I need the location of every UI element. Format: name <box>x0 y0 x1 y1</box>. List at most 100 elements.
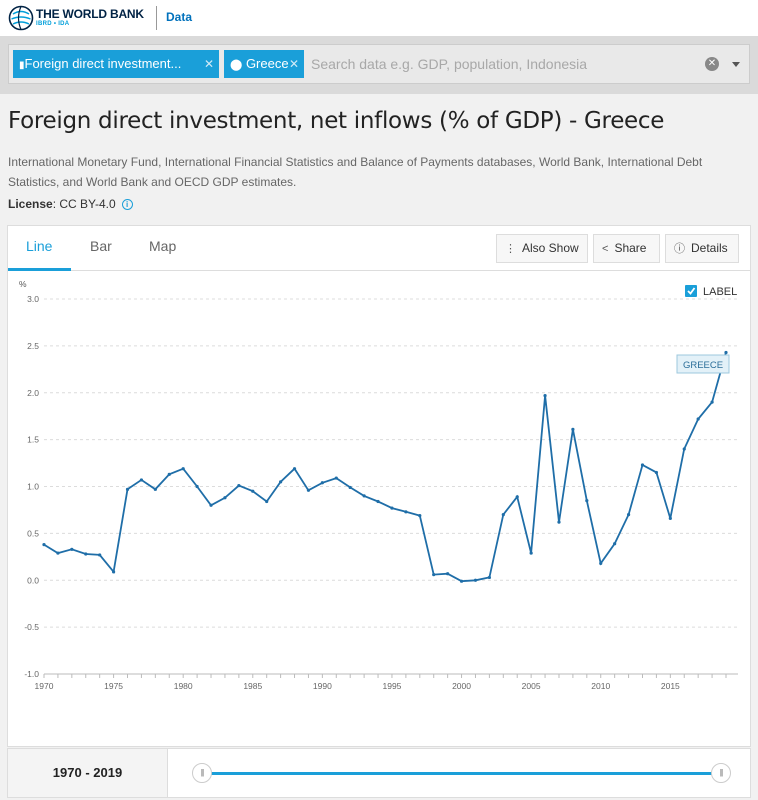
data-point[interactable] <box>529 551 533 555</box>
license-value: : CC BY-4.0 <box>52 197 116 211</box>
data-point[interactable] <box>223 496 227 500</box>
data-point[interactable] <box>125 487 130 491</box>
indicator-chip[interactable]: ▮Foreign direct investment... ✕ <box>13 50 219 78</box>
data-point[interactable] <box>418 513 422 518</box>
data-point[interactable] <box>543 393 547 398</box>
data-point[interactable] <box>306 488 311 492</box>
label-toggle[interactable]: LABEL <box>685 285 737 298</box>
x-tick-label: 2000 <box>452 681 471 691</box>
country-chip[interactable]: ⬤ Greece ✕ <box>224 50 304 78</box>
logo-title[interactable]: THE WORLD BANK <box>36 7 144 21</box>
y-tick-label: 1.5 <box>27 435 39 445</box>
x-tick-label: 2005 <box>522 681 541 691</box>
data-point[interactable] <box>599 561 603 565</box>
location-pin-icon: ⬤ <box>230 59 243 71</box>
x-tick-label: 1975 <box>104 681 123 691</box>
data-point[interactable] <box>209 503 213 507</box>
data-point[interactable] <box>696 417 700 421</box>
tab-line[interactable]: Line <box>26 238 53 254</box>
data-point[interactable] <box>42 543 46 547</box>
tab-bar[interactable]: Bar <box>90 238 112 254</box>
data-point[interactable] <box>292 467 297 471</box>
series-line-greece <box>43 352 727 583</box>
range-end-handle[interactable]: ||| <box>711 763 731 783</box>
x-tick-label: 2010 <box>591 681 610 691</box>
data-link[interactable]: Data <box>166 10 193 24</box>
chart-tabs: Line Bar Map ⋮ Also Show < Share ⓘ Details <box>8 226 750 271</box>
data-point[interactable] <box>724 350 728 355</box>
chip-remove-icon[interactable]: ✕ <box>288 57 299 71</box>
data-point[interactable] <box>362 494 366 498</box>
data-point[interactable] <box>84 552 88 556</box>
data-point[interactable] <box>265 499 269 504</box>
data-point[interactable] <box>682 447 686 451</box>
dropdown-caret-icon[interactable] <box>732 62 740 67</box>
search-input[interactable] <box>311 53 691 75</box>
range-slider-track[interactable] <box>203 772 723 775</box>
data-point[interactable] <box>320 481 324 485</box>
details-button[interactable]: ⓘ Details <box>665 234 739 263</box>
data-point[interactable] <box>515 495 519 499</box>
line-chart: -1.0 -0.5 0.0 0.5 1.0 1.5 2.0 2.5 3.0% 1970 1975 19… <box>19 279 738 691</box>
data-point[interactable] <box>251 489 255 493</box>
license-line: License: CC BY-4.0 i <box>8 197 133 211</box>
data-point[interactable] <box>98 553 102 557</box>
tab-map[interactable]: Map <box>149 238 177 254</box>
data-point[interactable] <box>167 472 171 476</box>
data-point[interactable] <box>640 463 645 467</box>
chip-remove-icon[interactable]: ✕ <box>203 57 214 71</box>
source-text: International Monetary Fund, Internation… <box>8 155 703 189</box>
data-point[interactable] <box>390 506 394 510</box>
data-point[interactable] <box>654 470 659 475</box>
x-tick-label: 1985 <box>243 681 262 691</box>
data-point[interactable] <box>56 551 60 555</box>
license-label: License <box>8 197 53 211</box>
series-label-box: GREECE <box>676 354 730 374</box>
search-box[interactable]: ▮Foreign direct investment... ✕ ⬤ Greece… <box>8 44 750 84</box>
data-point[interactable] <box>613 542 617 546</box>
data-point[interactable] <box>446 572 450 576</box>
data-point[interactable] <box>626 513 631 517</box>
data-point[interactable] <box>376 499 380 504</box>
data-point[interactable] <box>334 476 338 480</box>
info-icon[interactable]: i <box>121 199 133 211</box>
data-point[interactable] <box>181 467 185 471</box>
data-point[interactable] <box>111 570 116 574</box>
clear-search-icon[interactable]: ✕ <box>705 57 719 71</box>
data-point[interactable] <box>557 520 561 524</box>
also-show-button[interactable]: ⋮ Also Show <box>496 234 588 263</box>
data-point[interactable] <box>195 484 199 489</box>
data-point[interactable] <box>139 478 144 482</box>
x-tick-label: 1970 <box>35 681 54 691</box>
active-tab-indicator <box>8 268 71 271</box>
data-point[interactable] <box>585 498 589 503</box>
data-point[interactable] <box>279 480 283 484</box>
data-point[interactable] <box>348 485 352 490</box>
world-bank-logo-icon[interactable] <box>8 5 34 31</box>
search-band: ▮Foreign direct investment... ✕ ⬤ Greece… <box>0 36 758 94</box>
data-point[interactable] <box>501 513 505 517</box>
x-tick-label: 2015 <box>661 681 680 691</box>
share-button[interactable]: < Share <box>593 234 660 263</box>
label-checkbox[interactable] <box>685 285 697 297</box>
top-bar: THE WORLD BANK IBRD • IDA Data <box>0 0 758 36</box>
data-point[interactable] <box>473 578 478 582</box>
x-tick-label: 1980 <box>174 681 193 691</box>
data-point[interactable] <box>459 579 464 583</box>
header-divider <box>156 6 157 30</box>
data-point[interactable] <box>668 516 672 520</box>
indicator-chip-label: Foreign direct investment... <box>24 56 182 71</box>
data-point[interactable] <box>571 427 575 431</box>
bar-chart-icon: ▮ <box>19 60 25 71</box>
data-point[interactable] <box>153 487 157 491</box>
also-show-label: Also Show <box>522 241 579 255</box>
data-point[interactable] <box>237 483 241 488</box>
data-point[interactable] <box>432 573 436 577</box>
data-point[interactable] <box>487 575 491 580</box>
data-point[interactable] <box>70 547 74 551</box>
data-point[interactable] <box>710 400 714 404</box>
y-tick-label: -0.5 <box>24 622 39 632</box>
logo-subtitle: IBRD • IDA <box>36 21 70 27</box>
data-point[interactable] <box>404 510 408 514</box>
range-start-handle[interactable]: ||| <box>192 763 212 783</box>
